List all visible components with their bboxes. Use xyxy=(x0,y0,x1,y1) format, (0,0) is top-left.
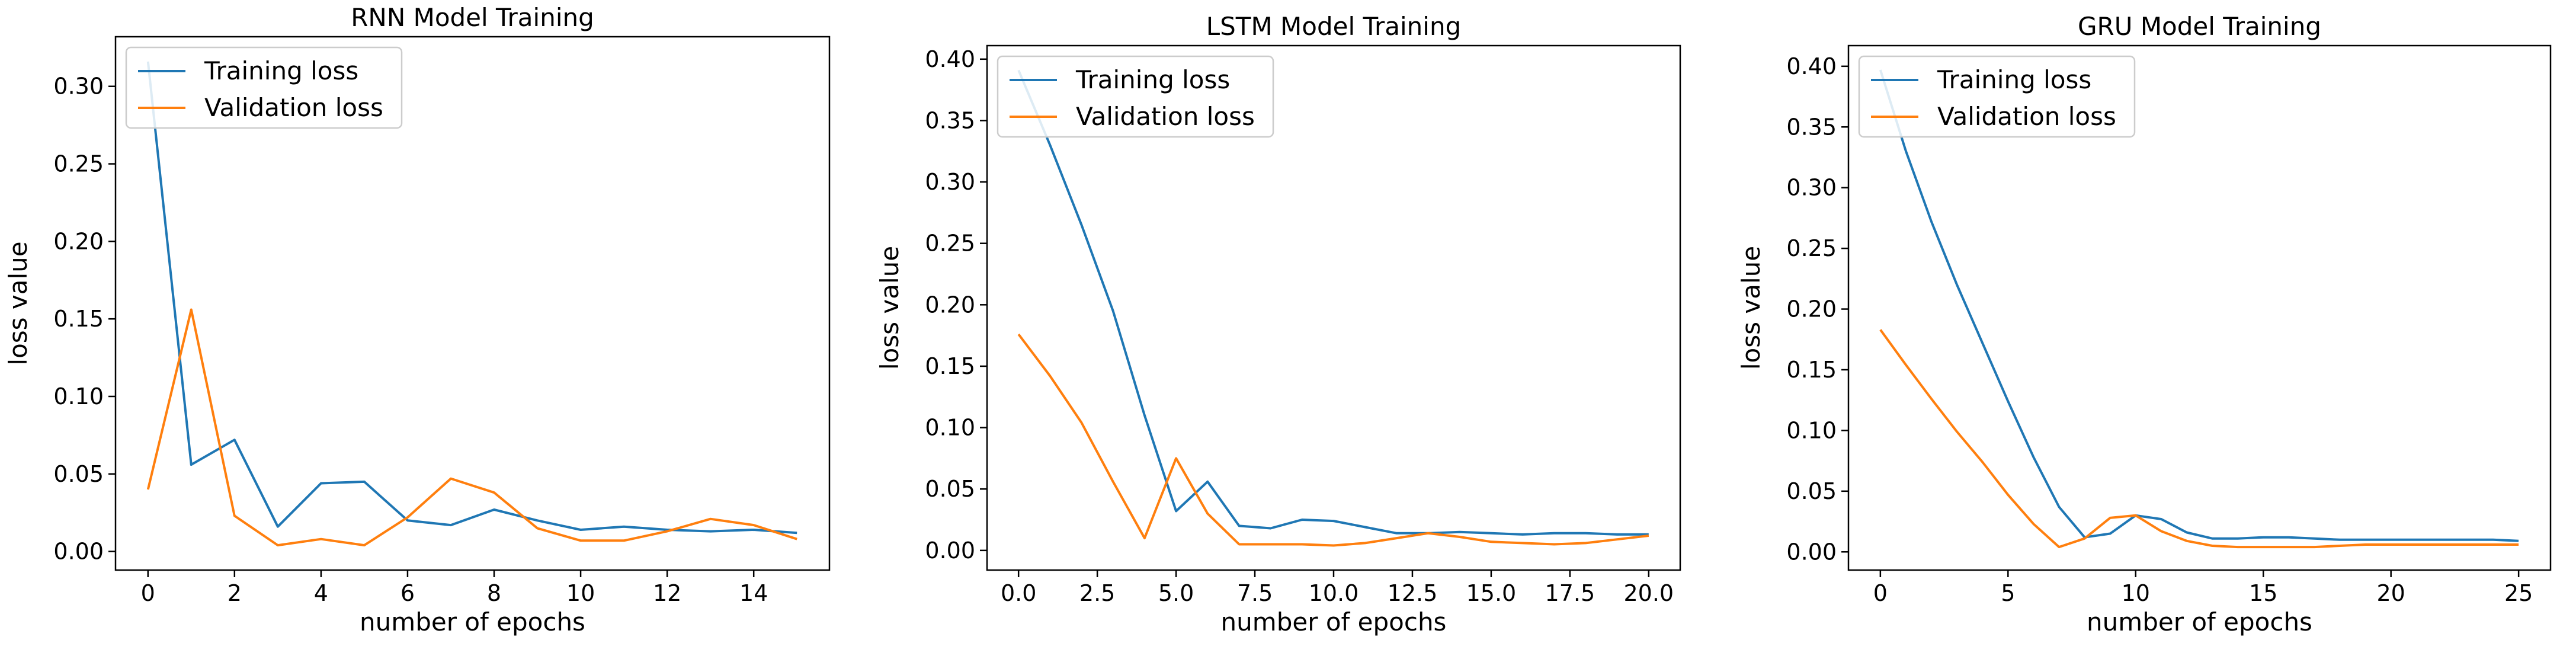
plot-frame-rnn xyxy=(114,36,831,571)
x-tick-label: 15.0 xyxy=(1466,580,1517,606)
y-tick-label: 0.15 xyxy=(925,353,975,379)
y-tick-label: 0.20 xyxy=(53,228,104,254)
y-tick-label: 0.25 xyxy=(1786,235,1837,261)
panel-lstm: LSTM Model Training 0.0 2.5 5.0 7.5 10.0 12.5… xyxy=(875,12,1681,636)
y-tick-label: 0.10 xyxy=(53,383,104,409)
x-tick-label: 10 xyxy=(566,580,595,606)
series-group-rnn xyxy=(146,61,797,547)
legend-box xyxy=(997,55,1274,138)
training-loss-line-lstm xyxy=(1017,69,1649,536)
x-tick-label: 20.0 xyxy=(1624,580,1674,606)
y-axis-label-gru: loss value xyxy=(1736,246,1766,370)
y-tick-label: 0.10 xyxy=(925,415,975,441)
legend-lstm: Training loss Validation loss xyxy=(997,55,1274,138)
x-axis-label-rnn: number of epochs xyxy=(360,607,585,636)
x-tick-label: 7.5 xyxy=(1237,580,1273,606)
x-tick-label: 2 xyxy=(228,580,242,606)
x-tick-label: 0 xyxy=(141,580,155,606)
x-tick-label: 6 xyxy=(401,580,415,606)
x-tick-label: 8 xyxy=(487,580,501,606)
x-tick-label: 25 xyxy=(2504,580,2533,606)
y-tick-label: 0.25 xyxy=(53,151,104,177)
plot-area-rnn: 0 2 4 6 8 10 12 14 0.00 0.05 0.10 0.15 0.20 0.25 0.30 T… xyxy=(53,36,831,606)
legend-gru: Training loss Validation loss xyxy=(1858,55,2136,138)
plot-area-lstm: 0.0 2.5 5.0 7.5 10.0 12.5 15.0 17.5 20.0 0.00 0.05… xyxy=(925,44,1681,606)
y-tick-label: 0.35 xyxy=(925,107,975,133)
x-tick-label: 14 xyxy=(739,580,768,606)
x-tick-label: 12.5 xyxy=(1388,580,1438,606)
validation-loss-line-rnn xyxy=(146,308,797,547)
y-tick-label: 0.30 xyxy=(53,73,104,100)
x-tick-label: 2.5 xyxy=(1079,580,1115,606)
chart-title-gru: GRU Model Training xyxy=(2078,12,2321,41)
x-tick-label: 12 xyxy=(653,580,681,606)
legend-label-training: Training loss xyxy=(1075,65,1230,94)
panel-gru: GRU Model Training 0 5 10 15 20 25 0.00 0.05 0.1… xyxy=(1736,12,2552,636)
y-tick-label: 0.30 xyxy=(925,169,975,195)
y-tick-label: 0.15 xyxy=(53,306,104,332)
x-tick-label: 5 xyxy=(2001,580,2015,606)
y-tick-label: 0.00 xyxy=(1786,539,1837,565)
y-tick-label: 0.05 xyxy=(53,461,104,487)
y-axis-label-rnn: loss value xyxy=(4,241,33,365)
x-tick-label: 5.0 xyxy=(1158,580,1194,606)
x-axis-label-gru: number of epochs xyxy=(2087,607,2312,636)
legend-label-training: Training loss xyxy=(204,56,358,85)
series-group-gru xyxy=(1879,69,2519,549)
y-tick-label: 0.40 xyxy=(925,46,975,72)
y-tick-label: 0.05 xyxy=(1786,478,1837,504)
y-tick-label: 0.00 xyxy=(53,539,104,565)
series-group-lstm xyxy=(1017,69,1649,547)
validation-loss-line-gru xyxy=(1879,329,2519,549)
y-tick-label: 0.20 xyxy=(925,292,975,318)
x-tick-label: 0.0 xyxy=(1001,580,1036,606)
x-axis-label-lstm: number of epochs xyxy=(1221,607,1447,636)
training-loss-line-rnn xyxy=(146,61,797,535)
y-tick-label: 0.20 xyxy=(1786,296,1837,322)
y-tick-label: 0.25 xyxy=(925,231,975,257)
y-tick-label: 0.05 xyxy=(925,476,975,502)
legend-box xyxy=(125,46,403,129)
y-tick-label: 0.00 xyxy=(925,537,975,564)
y-tick-label: 0.35 xyxy=(1786,114,1837,140)
x-tick-label: 17.5 xyxy=(1545,580,1595,606)
chart-title-lstm: LSTM Model Training xyxy=(1206,12,1461,41)
chart-title-rnn: RNN Model Training xyxy=(351,3,594,32)
legend-rnn: Training loss Validation loss xyxy=(125,46,403,129)
x-tick-label: 15 xyxy=(2249,580,2277,606)
x-tick-label: 10.0 xyxy=(1309,580,1359,606)
y-axis-label-lstm: loss value xyxy=(875,246,904,370)
y-tick-label: 0.40 xyxy=(1786,53,1837,79)
legend-box xyxy=(1858,55,2136,138)
y-tick-label: 0.30 xyxy=(1786,175,1837,201)
legend-label-validation: Validation loss xyxy=(1937,102,2116,131)
plot-area-gru: 0 5 10 15 20 25 0.00 0.05 0.10 0.15 0.20 0.25 0.30 0.… xyxy=(1786,44,2552,606)
training-loss-line-gru xyxy=(1879,69,2519,542)
y-tick-label: 0.15 xyxy=(1786,357,1837,383)
x-tick-label: 0 xyxy=(1873,580,1888,606)
legend-label-training: Training loss xyxy=(1937,65,2091,94)
panel-rnn: RNN Model Training 0 2 4 6 8 10 12 14 0.00 0.05 0.… xyxy=(4,3,831,636)
legend-label-validation: Validation loss xyxy=(1076,102,1255,131)
x-tick-label: 20 xyxy=(2377,580,2405,606)
x-tick-label: 10 xyxy=(2122,580,2150,606)
y-tick-label: 0.10 xyxy=(1786,417,1837,443)
plot-frame-gru xyxy=(1847,44,2552,571)
validation-loss-line-lstm xyxy=(1017,333,1649,547)
legend-label-validation: Validation loss xyxy=(204,93,383,122)
x-tick-label: 4 xyxy=(314,580,328,606)
